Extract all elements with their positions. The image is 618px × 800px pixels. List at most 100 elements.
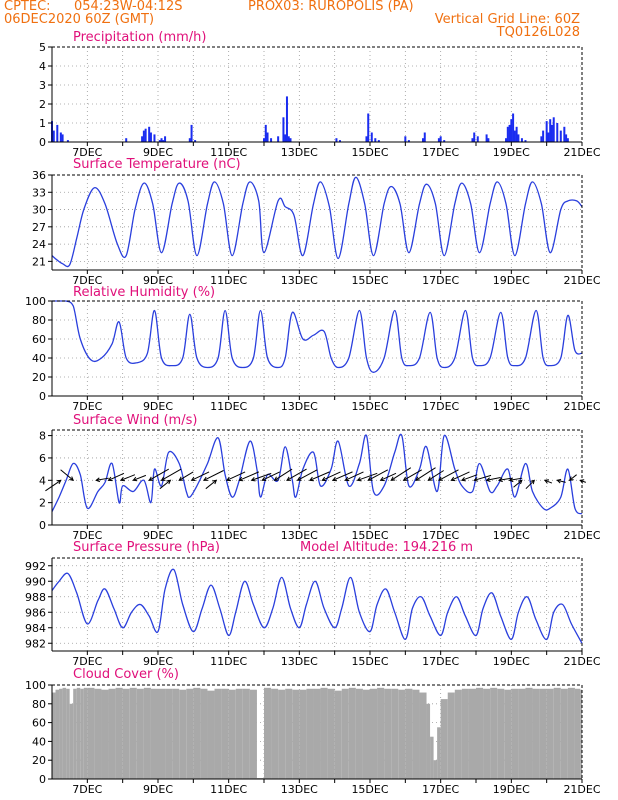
wind-arrow: [525, 479, 535, 490]
wind-arrow-head: [107, 476, 113, 482]
x-tick-label: 13DEC: [281, 655, 318, 668]
cloud-bar: [398, 689, 406, 779]
cloud-bar: [83, 687, 88, 779]
wind-arrow-head: [212, 479, 218, 485]
x-tick-label: 19DEC: [493, 655, 530, 668]
cloud-bar: [271, 688, 279, 779]
cloud-bar: [454, 689, 462, 779]
wind-arrow-head: [273, 476, 279, 481]
header-location: PROX03: RUROPOLIS (PA): [248, 0, 414, 14]
precip-bar: [505, 138, 508, 142]
cloud-bar: [186, 688, 194, 779]
panel-6: Cloud Cover (%) 0 20 40 60 80 100 7DEC 9DEC 11DEC…: [25, 667, 601, 796]
wind-arrow: [226, 471, 246, 481]
x-tick-label: 13DEC: [281, 274, 318, 287]
y-tick-label: 4: [39, 474, 46, 487]
cloud-bar: [504, 689, 512, 779]
wind-arrow-head: [390, 476, 396, 481]
precip-bar: [162, 140, 165, 142]
wind-arrow: [286, 468, 307, 481]
precip-bar: [142, 130, 145, 142]
y-tick-label: 6: [39, 452, 46, 465]
cloud-bar: [101, 689, 109, 779]
wind-arrow-head: [69, 476, 75, 481]
panel-1: Precipitation (mm/h) 0 1 2 3 4 5 7DEC 9DEC 11DEC 1…: [39, 30, 601, 159]
cloud-bar: [391, 688, 399, 779]
wind-arrow: [251, 472, 272, 481]
precip-bar: [549, 119, 552, 142]
x-tick-label: 21DEC: [563, 400, 600, 413]
x-tick-label: 13DEC: [281, 529, 318, 542]
x-tick-label: 11DEC: [210, 274, 247, 287]
precip-bar: [407, 140, 410, 142]
x-tick-label: 19DEC: [493, 529, 530, 542]
precip-bar: [487, 138, 490, 142]
cloud-bar: [483, 688, 491, 779]
cloud-bar: [214, 688, 222, 779]
precip-bar: [545, 121, 548, 142]
x-tick-label: 17DEC: [422, 529, 459, 542]
y-tick-label: 60: [32, 333, 46, 346]
precip-bar: [284, 134, 287, 142]
x-tick-label: 7DEC: [72, 783, 102, 796]
precip-bar: [282, 117, 285, 142]
cloud-bar: [532, 688, 540, 779]
precip-bar: [56, 124, 59, 142]
panel-4: Surface Wind (m/s) 0 2 4 6 8 7DEC 9DEC 11DEC 13DE…: [39, 413, 601, 542]
wind-arrow-head: [178, 476, 184, 481]
x-tick-label: 7DEC: [72, 146, 102, 159]
y-tick-label: 992: [25, 560, 46, 573]
y-tick-label: 4: [39, 60, 46, 73]
x-tick-label: 9DEC: [143, 783, 173, 796]
cloud-bar: [235, 688, 243, 779]
cloud-bar: [292, 689, 300, 779]
precip-bar: [473, 132, 476, 142]
panel-title: Surface Pressure (hPa): [73, 540, 220, 555]
wind-arrow-head: [543, 479, 549, 484]
cloud-bar: [580, 689, 582, 779]
y-tick-label: 60: [32, 717, 46, 730]
precip-bar: [285, 96, 288, 142]
series-line: [51, 300, 583, 373]
wind-arrow-head: [568, 476, 574, 481]
cloud-bar: [553, 687, 561, 779]
cloud-bar: [362, 689, 370, 779]
precip-bar: [144, 128, 147, 142]
x-tick-label: 11DEC: [210, 146, 247, 159]
precip-bar: [540, 136, 543, 142]
cloud-bar: [207, 690, 215, 779]
wind-arrow: [451, 471, 470, 481]
wind-arrow: [148, 468, 170, 481]
wind-arrow: [159, 479, 171, 490]
cloud-bar: [285, 688, 293, 779]
y-tick-label: 986: [25, 606, 46, 619]
wind-arrow: [205, 479, 217, 490]
panel-title: Precipitation (mm/h): [73, 30, 206, 45]
x-tick-label: 11DEC: [210, 400, 247, 413]
wind-arrow-head: [415, 476, 420, 481]
precip-bar: [338, 140, 341, 142]
x-tick-label: 19DEC: [493, 400, 530, 413]
precip-bar: [508, 124, 511, 142]
wind-arrow: [415, 467, 436, 481]
y-tick-label: 100: [25, 679, 46, 692]
precip-bar: [485, 134, 488, 142]
precip-bar: [512, 113, 515, 142]
precip-bar: [565, 134, 568, 142]
precip-bar: [563, 126, 566, 142]
wind-arrow: [367, 469, 389, 481]
y-tick-label: 0: [39, 519, 46, 532]
wind-arrow-head: [437, 476, 443, 481]
x-tick-label: 7DEC: [72, 400, 102, 413]
y-tick-label: 36: [32, 169, 46, 182]
wind-arrow: [403, 469, 423, 481]
wind-arrow: [357, 472, 378, 481]
wind-arrow-head: [250, 476, 256, 482]
x-tick-label: 15DEC: [351, 529, 388, 542]
cloud-bar: [76, 687, 81, 779]
precip-bar: [125, 138, 128, 142]
precip-bar: [520, 138, 523, 142]
precip-bar: [277, 136, 280, 142]
wind-arrow-head: [427, 476, 433, 481]
